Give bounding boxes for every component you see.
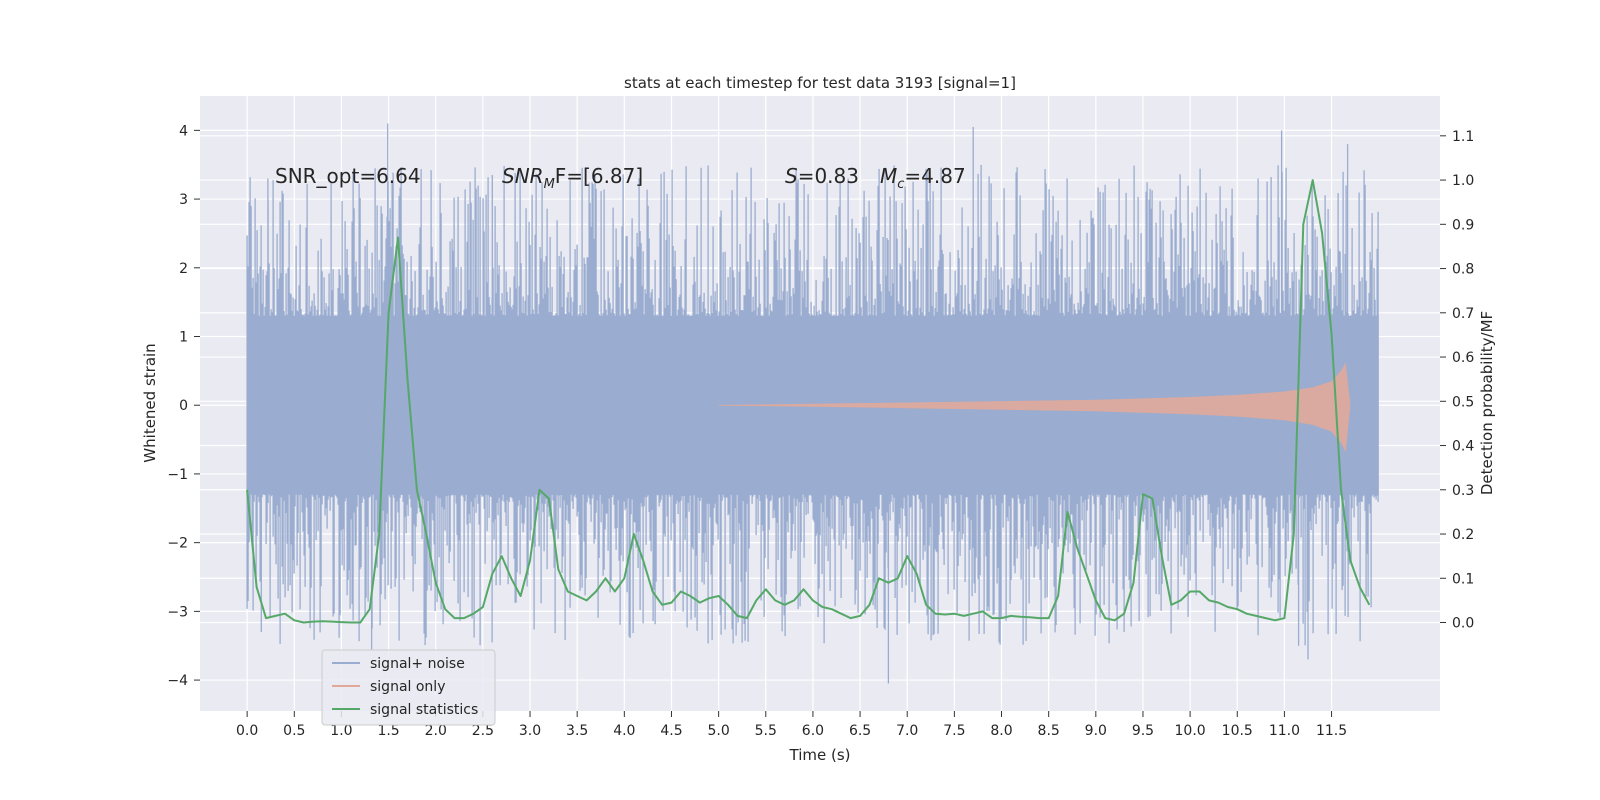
y-left-tick-label: 3 bbox=[179, 192, 188, 208]
x-tick-label: 0.0 bbox=[236, 723, 258, 739]
y-left-tick-label: −3 bbox=[167, 604, 188, 620]
x-tick-label: 4.0 bbox=[613, 723, 635, 739]
legend-signal-label: signal only bbox=[370, 679, 445, 695]
x-tick-label: 8.0 bbox=[990, 723, 1012, 739]
y-left-tick-label: −2 bbox=[167, 536, 188, 552]
x-tick-label: 9.5 bbox=[1132, 723, 1154, 739]
legend: signal+ noise signal only signal statist… bbox=[321, 649, 496, 726]
y-right-tick-label: 1.0 bbox=[1452, 173, 1474, 189]
x-tick-label: 6.5 bbox=[849, 723, 871, 739]
y-right-tick-label: 1.1 bbox=[1452, 129, 1474, 145]
y-right-tick-label: 0.9 bbox=[1452, 217, 1474, 233]
x-axis-label: Time (s) bbox=[789, 746, 851, 764]
x-tick-label: 9.0 bbox=[1085, 723, 1107, 739]
y-right-tick-label: 0.3 bbox=[1452, 483, 1474, 499]
x-tick-label: 2.5 bbox=[472, 723, 494, 739]
statistics-line bbox=[246, 179, 1371, 624]
legend-stats-label: signal statistics bbox=[370, 702, 478, 718]
x-tick-label: 1.5 bbox=[377, 723, 399, 739]
right-y-tick-labels: 1.1 1.0 0.9 0.8 0.7 0.6 0.5 0.4 0.3 0.2 0.1 0.0 bbox=[1440, 129, 1474, 632]
annotation-mc: Mc=4.87 bbox=[880, 164, 966, 192]
y-left-tick-label: −1 bbox=[167, 467, 188, 483]
x-tick-label: 3.5 bbox=[566, 723, 588, 739]
x-tick-label: 4.5 bbox=[660, 723, 682, 739]
x-tick-label: 11.0 bbox=[1269, 723, 1300, 739]
signal-envelope bbox=[718, 362, 1351, 453]
x-tick-label: 2.0 bbox=[425, 723, 447, 739]
y-left-tick-label: 0 bbox=[179, 398, 188, 414]
signal-series-layer bbox=[718, 362, 1351, 453]
x-tick-label: 6.0 bbox=[802, 723, 824, 739]
y-left-tick-label: −4 bbox=[167, 673, 188, 689]
x-tick-label: 0.5 bbox=[283, 723, 305, 739]
y-right-tick-label: 0.4 bbox=[1452, 439, 1474, 455]
legend-noise-label: signal+ noise bbox=[370, 656, 465, 672]
legend-box bbox=[321, 649, 496, 726]
chart-title: stats at each timestep for test data 319… bbox=[624, 74, 1016, 92]
y-right-tick-label: 0.7 bbox=[1452, 306, 1474, 322]
y-right-tick-label: 0.8 bbox=[1452, 262, 1474, 278]
statistics-series-layer bbox=[246, 179, 1371, 624]
x-tick-label: 10.0 bbox=[1175, 723, 1206, 739]
x-tick-label: 3.0 bbox=[519, 723, 541, 739]
x-tick-label: 5.0 bbox=[707, 723, 729, 739]
annotation-snr-mf: SNRMF=[6.87] bbox=[502, 164, 643, 192]
x-tick-label: 8.5 bbox=[1038, 723, 1060, 739]
y-left-tick-label: 4 bbox=[179, 123, 188, 139]
right-y-axis-label: Detection probability/MF bbox=[1478, 311, 1496, 495]
y-right-tick-label: 0.5 bbox=[1452, 394, 1474, 410]
annotation-s: S=0.83 bbox=[785, 164, 859, 188]
x-tick-label: 5.5 bbox=[755, 723, 777, 739]
left-y-tick-labels: 4 3 2 1 0 −1 −2 −3 −4 bbox=[167, 123, 200, 689]
x-tick-label: 10.5 bbox=[1222, 723, 1253, 739]
x-tick-label: 11.5 bbox=[1316, 723, 1347, 739]
y-left-tick-label: 2 bbox=[179, 261, 188, 277]
annotation-snr-opt: SNR_opt=6.64 bbox=[275, 164, 421, 188]
y-right-tick-label: 0.6 bbox=[1452, 350, 1474, 366]
y-right-tick-label: 0.2 bbox=[1452, 527, 1474, 543]
left-y-axis-label: Whitened strain bbox=[141, 343, 159, 462]
y-right-tick-label: 0.1 bbox=[1452, 571, 1474, 587]
y-left-tick-label: 1 bbox=[179, 330, 188, 346]
x-tick-labels: 0.0 0.5 1.0 1.5 2.0 2.5 3.0 3.5 4.0 4.5 5.0 5.5 6.0 6… bbox=[236, 711, 1347, 739]
y-right-tick-label: 0.0 bbox=[1452, 616, 1474, 632]
x-tick-label: 1.0 bbox=[330, 723, 352, 739]
x-tick-label: 7.5 bbox=[943, 723, 965, 739]
x-tick-label: 7.0 bbox=[896, 723, 918, 739]
